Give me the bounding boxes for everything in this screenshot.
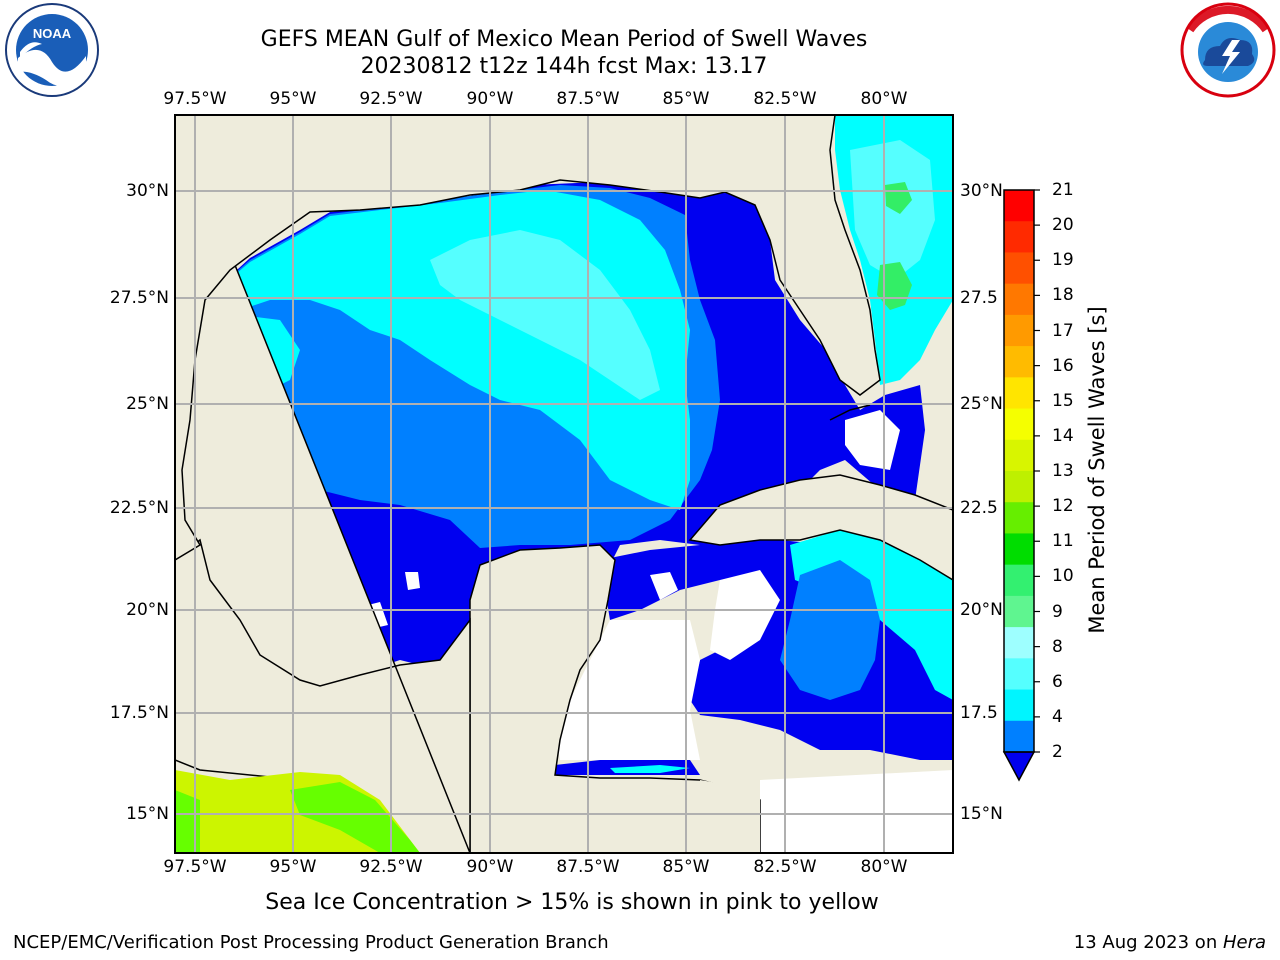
nws-logo	[1180, 2, 1276, 98]
lon-tick-top: 95°W	[269, 89, 317, 109]
colorbar-tick-label: 19	[1052, 250, 1074, 271]
colorbar-tick-label: 20	[1052, 215, 1074, 236]
lat-tick-left: 15°N	[126, 804, 169, 824]
colorbar-segment	[1004, 377, 1034, 410]
lat-tick-right: 17.5	[960, 703, 998, 723]
colorbar-tick-label: 18	[1052, 285, 1074, 306]
colorbar-segment	[1004, 221, 1034, 253]
colorbar-segment	[1004, 439, 1034, 472]
footer-credit: NCEP/EMC/Verification Post Processing Pr…	[13, 932, 609, 953]
colorbar-tick-label: 8	[1052, 636, 1063, 657]
colorbar-extend-arrow	[1002, 751, 1036, 782]
lat-tick-left: 17.5°N	[109, 703, 169, 723]
colorbar-label: Mean Period of Swell Waves [s]	[1085, 306, 1109, 634]
colorbar-tick-label: 15	[1052, 390, 1074, 411]
colorbar-tick-label: 16	[1052, 355, 1074, 376]
colorbar-tick-label: 17	[1052, 320, 1074, 341]
footer-date-text: 13 Aug 2023 on	[1073, 932, 1223, 953]
lat-tick-left: 27.5°N	[109, 288, 169, 308]
swell-region-atlantic-light	[850, 140, 935, 280]
lon-tick-bottom: 82.5°W	[753, 857, 817, 877]
colorbar-segment	[1004, 314, 1034, 347]
swell-region-honduras-cyan	[610, 765, 690, 773]
lon-tick-bottom: 97.5°W	[163, 857, 227, 877]
nodata-patch	[405, 572, 420, 590]
colorbar-segment	[1004, 283, 1034, 316]
lat-tick-right: 30°N	[960, 181, 1003, 201]
colorbar-tick-label: 12	[1052, 496, 1074, 517]
colorbar-segment	[1004, 471, 1034, 503]
footer-date: 13 Aug 2023 on Hera	[1074, 932, 1266, 954]
nodata-patch	[710, 570, 780, 660]
colorbar-tick-label: 14	[1052, 425, 1074, 446]
colorbar-segment	[1004, 720, 1034, 753]
lat-tick-left: 30°N	[126, 181, 169, 201]
noaa-logo-text: NOAA	[33, 26, 72, 41]
graticule	[175, 115, 953, 853]
colorbar-tick-label: 10	[1052, 566, 1074, 587]
nodata-patch	[845, 410, 900, 470]
colorbar-segment	[1004, 564, 1034, 597]
colorbar	[1002, 189, 1040, 782]
swell-region-caribbean-mid	[780, 560, 880, 700]
colorbar-tick-label: 2	[1052, 742, 1063, 762]
colorbar-tick-label: 21	[1052, 180, 1074, 200]
nodata-patch	[555, 620, 700, 760]
lat-tick-left: 20°N	[126, 600, 169, 620]
colorbar-segment	[1004, 533, 1034, 566]
swell-region-light-cyan	[430, 230, 660, 400]
swell-region-pacific-green	[290, 782, 420, 853]
map-area	[175, 115, 953, 853]
lon-tick-bottom: 95°W	[269, 857, 317, 877]
lon-tick-top: 85°W	[662, 89, 710, 109]
map-title: GEFS MEAN Gulf of Mexico Mean Period of …	[260, 27, 868, 52]
lon-tick-bottom: 90°W	[466, 857, 514, 877]
colorbar-tick-label: 13	[1052, 461, 1074, 481]
noaa-logo: NOAA	[5, 3, 99, 97]
lat-tick-left: 22.5°N	[109, 498, 169, 518]
lat-tick-left: 25°N	[126, 394, 169, 414]
map-border	[174, 114, 954, 854]
lat-tick-right: 20°N	[960, 600, 1003, 620]
lon-tick-top: 87.5°W	[556, 89, 620, 109]
lon-tick-bottom: 85°W	[662, 857, 710, 877]
colorbar-segment	[1004, 346, 1034, 378]
colorbar-segment	[1004, 595, 1034, 628]
colorbar-tick-label: 6	[1052, 671, 1063, 692]
lon-tick-bottom: 87.5°W	[556, 857, 620, 877]
swell-region-pacific-green2	[175, 790, 200, 853]
lat-tick-right: 27.5	[960, 288, 998, 308]
colorbar-segment	[1004, 502, 1034, 534]
sea-ice-note: Sea Ice Concentration > 15% is shown in …	[265, 890, 879, 915]
map-subtitle: 20230812 t12z 144h fcst Max: 13.17	[360, 54, 768, 79]
lat-tick-right: 25°N	[960, 394, 1003, 414]
colorbar-segment	[1004, 408, 1034, 441]
lon-tick-top: 82.5°W	[753, 89, 817, 109]
colorbar-tick-label: 9	[1052, 601, 1063, 622]
colorbar-segment	[1004, 689, 1034, 722]
lat-tick-right: 22.5	[960, 498, 998, 518]
lat-tick-right: 15°N	[960, 804, 1003, 824]
colorbar-segment	[1004, 627, 1034, 659]
colorbar-segment	[1004, 658, 1034, 691]
lon-tick-bottom: 80°W	[860, 857, 908, 877]
nodata-patch	[760, 770, 953, 853]
colorbar-segment	[1004, 190, 1034, 222]
footer-host: Hera	[1222, 932, 1266, 953]
colorbar-segment	[1004, 252, 1034, 285]
land-florida-keys	[829, 404, 871, 421]
lon-tick-top: 92.5°W	[359, 89, 423, 109]
lon-tick-top: 90°W	[466, 89, 514, 109]
lon-tick-top: 97.5°W	[163, 89, 227, 109]
colorbar-tick-label: 4	[1052, 706, 1063, 727]
land-bottom-right	[700, 780, 760, 853]
nodata-patch	[650, 572, 678, 600]
colorbar-tick-label: 11	[1052, 531, 1074, 552]
lon-tick-bottom: 92.5°W	[359, 857, 423, 877]
land-cuba	[688, 474, 953, 581]
lon-tick-top: 80°W	[860, 89, 908, 109]
